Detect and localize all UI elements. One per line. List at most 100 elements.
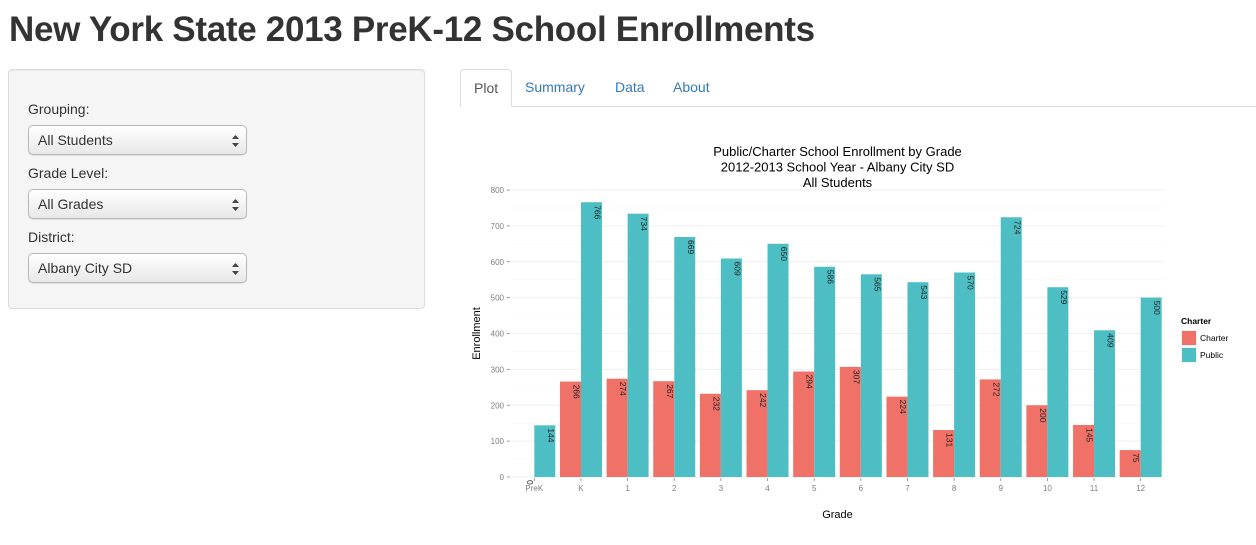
bar-charter [653, 381, 675, 477]
bar-value-label: 294 [805, 375, 815, 389]
bar-charter [559, 381, 581, 477]
bar-value-label: 500 [1152, 301, 1162, 315]
page-title: New York State 2013 PreK-12 School Enrol… [9, 10, 815, 49]
bar-public [1140, 297, 1162, 477]
bar-value-label: 200 [1038, 408, 1048, 422]
bar-public [674, 236, 696, 477]
grade-level-select[interactable]: All Grades [28, 189, 247, 219]
grade-level-label: Grade Level: [28, 165, 109, 181]
x-tick-label: K [578, 484, 584, 493]
enrollment-bar-chart: 0 100 200 300 400 500 600 700 800 0 144 PreK 266 766 K… [471, 144, 1229, 521]
bar-value-label: 266 [571, 385, 581, 399]
bar-value-label: 242 [758, 393, 768, 407]
tab-plot[interactable]: Plot [460, 69, 513, 107]
x-tick-label: 3 [719, 484, 724, 493]
legend-title: Charter [1181, 316, 1212, 326]
y-axis-title: Enrollment [471, 307, 483, 360]
bar-charter [1119, 450, 1141, 477]
x-tick-label: 2 [672, 484, 677, 493]
y-tick-label: 400 [491, 330, 505, 339]
tab-data[interactable]: Data [615, 79, 645, 95]
x-tick-label: 11 [1090, 484, 1099, 493]
bar-value-label: 0 [525, 480, 535, 485]
bar-charter [933, 430, 955, 477]
bar-charter [746, 390, 768, 477]
tab-bar: Plot Summary Data About [460, 69, 1256, 107]
bar-value-label: 586 [826, 270, 836, 284]
legend-key-public [1182, 348, 1196, 362]
bar-charter [1073, 424, 1095, 477]
bar-value-label: 570 [966, 276, 976, 290]
district-select[interactable]: Albany City SD [28, 253, 247, 283]
tab-summary[interactable]: Summary [525, 79, 585, 95]
bar-public [767, 243, 789, 477]
y-tick-label: 100 [491, 437, 505, 446]
x-tick-label: 1 [625, 484, 630, 493]
bar-value-label: 543 [919, 285, 929, 299]
bar-charter [979, 379, 1001, 477]
bar-charter [886, 396, 908, 477]
bar-charter [606, 378, 628, 477]
tab-about[interactable]: About [673, 79, 710, 95]
bar-value-label: 145 [1085, 428, 1095, 442]
bar-value-label: 144 [546, 428, 556, 442]
x-tick-label: 6 [859, 484, 864, 493]
bar-charter [793, 371, 815, 477]
y-tick-label: 300 [491, 365, 505, 374]
bar-public [534, 425, 556, 477]
bar-value-label: 131 [945, 433, 955, 447]
chart-title-line: Public/Charter School Enrollment by Grad… [713, 144, 962, 159]
bar-public [1000, 217, 1022, 477]
bar-value-label: 409 [1106, 333, 1116, 347]
bar-public [860, 274, 882, 477]
bar-public [907, 282, 929, 477]
select-arrows-icon [232, 135, 239, 147]
bar-value-label: 224 [898, 400, 908, 414]
y-tick-label: 700 [491, 222, 505, 231]
legend-label-public: Public [1200, 350, 1224, 360]
bar-value-label: 232 [711, 397, 721, 411]
bar-value-label: 529 [1059, 290, 1069, 304]
y-tick-label: 600 [491, 258, 505, 267]
bar-value-label: 267 [665, 384, 675, 398]
select-arrows-icon [232, 199, 239, 211]
select-arrows-icon [232, 263, 239, 275]
bar-public [627, 213, 649, 477]
legend-key-charter [1182, 331, 1196, 345]
legend-label-charter: Charter [1200, 333, 1229, 343]
bar-charter [839, 366, 861, 477]
y-tick-label: 500 [491, 294, 505, 303]
sidebar-panel: Grouping: All Students Grade Level: All … [8, 69, 425, 309]
x-tick-label: 12 [1136, 484, 1145, 493]
bar-value-label: 272 [991, 382, 1001, 396]
bar-value-label: 734 [639, 217, 649, 231]
y-tick-label: 200 [491, 401, 505, 410]
chart-title-line: 2012-2013 School Year - Albany City SD [721, 160, 954, 175]
bar-public [580, 202, 602, 477]
grouping-select-value: All Students [38, 132, 113, 148]
bar-public [1047, 287, 1069, 477]
y-tick-label: 800 [491, 186, 505, 195]
bar-public [814, 266, 836, 477]
plot-area: 0 100 200 300 400 500 600 700 800 0 144 PreK 266 766 K… [460, 140, 1256, 540]
y-tick-label: 0 [500, 473, 505, 482]
chart-title-line: All Students [803, 175, 873, 190]
bar-value-label: 766 [592, 205, 602, 219]
x-axis-title: Grade [822, 509, 853, 521]
x-tick-label: 8 [952, 484, 957, 493]
x-tick-label: PreK [525, 484, 543, 493]
x-tick-label: 9 [999, 484, 1004, 493]
x-tick-label: 5 [812, 484, 817, 493]
bar-value-label: 565 [872, 277, 882, 291]
district-label: District: [28, 229, 75, 245]
bar-public [954, 272, 976, 477]
grouping-label: Grouping: [28, 101, 90, 117]
x-tick-label: 10 [1043, 484, 1052, 493]
x-tick-label: 4 [765, 484, 770, 493]
bar-value-label: 650 [779, 247, 789, 261]
grouping-select[interactable]: All Students [28, 125, 247, 155]
bar-value-label: 724 [1012, 220, 1022, 234]
bar-value-label: 274 [618, 382, 628, 396]
bar-value-label: 75 [1131, 453, 1141, 463]
bar-public [1094, 330, 1116, 477]
